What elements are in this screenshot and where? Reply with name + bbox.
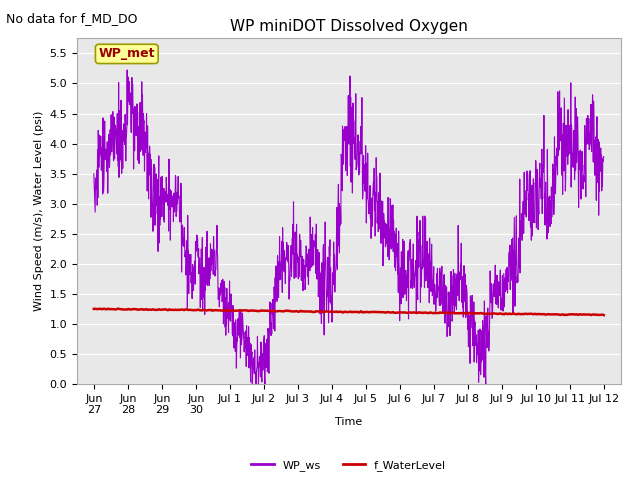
Text: WP_met: WP_met xyxy=(99,48,155,60)
Title: WP miniDOT Dissolved Oxygen: WP miniDOT Dissolved Oxygen xyxy=(230,20,468,35)
Legend: WP_ws, f_WaterLevel: WP_ws, f_WaterLevel xyxy=(247,456,451,475)
Text: No data for f_MD_DO: No data for f_MD_DO xyxy=(6,12,138,25)
Y-axis label: Wind Speed (m/s), Water Level (psi): Wind Speed (m/s), Water Level (psi) xyxy=(34,111,44,312)
X-axis label: Time: Time xyxy=(335,417,362,427)
